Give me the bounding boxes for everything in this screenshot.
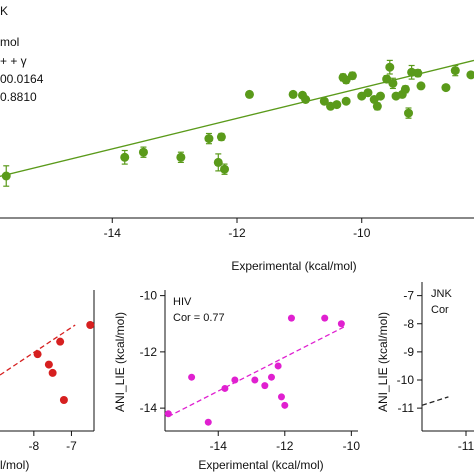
left-data-point — [44, 360, 53, 369]
main-chart: K mol + + γ 00.0164 0.8810 -14 -12 -10 Exp… — [0, 4, 474, 273]
main-data-point — [413, 68, 423, 78]
main-data-point — [441, 83, 451, 93]
left-chart: -8 -7 l/mol) — [0, 290, 95, 472]
main-data-point — [301, 95, 311, 104]
main-data-point — [220, 164, 230, 174]
hiv-data-point — [164, 410, 172, 418]
hiv-data-point — [231, 376, 239, 384]
main-data-point — [288, 89, 298, 99]
main-data-point — [213, 157, 223, 167]
main-data-point — [319, 96, 329, 106]
hiv-x-label: Experimental (kcal/mol) — [198, 458, 323, 472]
hiv-title: HIV — [173, 296, 192, 308]
left-x-label: l/mol) — [0, 458, 29, 472]
right-chart: -11 -7 -8 -9 -10 -11 JNK Cor ANI_LIE (kcal/mo… — [376, 282, 474, 453]
right-y-tick-label: -8 — [403, 317, 414, 331]
hiv-data-point — [188, 373, 196, 381]
hiv-data-point — [274, 362, 282, 370]
hiv-data-point — [251, 376, 259, 384]
hiv-data-point — [221, 384, 229, 392]
main-legend-line-3: + + γ — [0, 54, 27, 68]
right-y-label: ANI_LIE (kcal/mol) — [376, 312, 390, 412]
left-fit-line — [0, 324, 76, 376]
left-x-tick-label: -7 — [66, 439, 77, 453]
hiv-chart: -14 -12 -10 -10 -12 -14 HIV Cor = 0.77 Experi… — [113, 289, 360, 472]
hiv-x-tick-label: -14 — [210, 439, 228, 453]
main-data-point — [385, 62, 395, 72]
hiv-data-point — [321, 314, 329, 322]
hiv-data-point — [337, 320, 345, 328]
main-data-point — [466, 70, 474, 80]
hiv-y-tick-label: -10 — [140, 289, 158, 303]
left-data-point — [86, 321, 95, 329]
main-data-point — [400, 84, 410, 94]
hiv-y-label: ANI_LIE (kcal/mol) — [113, 312, 127, 412]
hiv-data-point — [277, 393, 285, 401]
left-data-point — [56, 337, 65, 346]
main-data-point — [416, 81, 426, 91]
hiv-x-tick-label: -12 — [276, 439, 294, 453]
right-y-tick-label: -11 — [398, 401, 415, 415]
hiv-data-point — [287, 314, 295, 322]
main-data-point — [372, 101, 382, 111]
main-data-point — [1, 171, 11, 181]
main-data-point — [138, 147, 148, 157]
main-fit-line — [0, 59, 474, 178]
hiv-x-tick-label: -10 — [343, 439, 361, 453]
main-data-point — [332, 100, 342, 110]
hiv-data-point — [204, 418, 212, 426]
main-data-point — [216, 132, 226, 142]
left-data-point — [59, 396, 68, 404]
main-data-point — [341, 96, 351, 106]
hiv-annotation: Cor = 0.77 — [173, 312, 225, 324]
left-data-point — [48, 368, 57, 377]
main-data-point — [176, 152, 186, 162]
hiv-data-point — [267, 373, 275, 381]
right-y-tick-label: -9 — [403, 345, 414, 359]
main-legend-line-5: 0.8810 — [0, 90, 37, 104]
main-x-tick-label: -14 — [104, 226, 122, 240]
main-data-point — [204, 134, 214, 144]
right-annotation: Cor — [431, 304, 449, 316]
main-data-point — [120, 152, 130, 162]
right-fit-line — [421, 396, 449, 406]
right-title: JNK — [431, 288, 452, 300]
left-data-point — [33, 350, 42, 359]
right-y-tick-label: -7 — [403, 289, 414, 303]
main-x-tick-label: -10 — [353, 226, 371, 240]
main-data-point — [375, 91, 385, 101]
left-x-tick-label: -8 — [29, 439, 40, 453]
main-data-point — [388, 78, 398, 88]
hiv-data-point — [281, 401, 289, 409]
main-x-label: Experimental (kcal/mol) — [231, 259, 356, 273]
hiv-y-tick-label: -14 — [140, 401, 158, 415]
main-legend-line-1: K — [0, 4, 8, 18]
main-data-point — [450, 66, 460, 76]
main-data-point — [404, 108, 414, 118]
main-data-point — [363, 88, 373, 98]
hiv-fit-line — [168, 325, 345, 418]
main-x-tick-label: -12 — [228, 226, 246, 240]
hiv-y-tick-label: -12 — [140, 345, 158, 359]
main-legend-line-4: 00.0164 — [0, 72, 44, 86]
main-legend-line-2: mol — [0, 35, 19, 49]
main-data-point — [244, 89, 254, 99]
right-x-tick-label: -11 — [458, 439, 474, 453]
hiv-data-point — [261, 382, 269, 390]
right-y-tick-label: -10 — [397, 373, 415, 387]
main-data-point — [347, 71, 357, 81]
